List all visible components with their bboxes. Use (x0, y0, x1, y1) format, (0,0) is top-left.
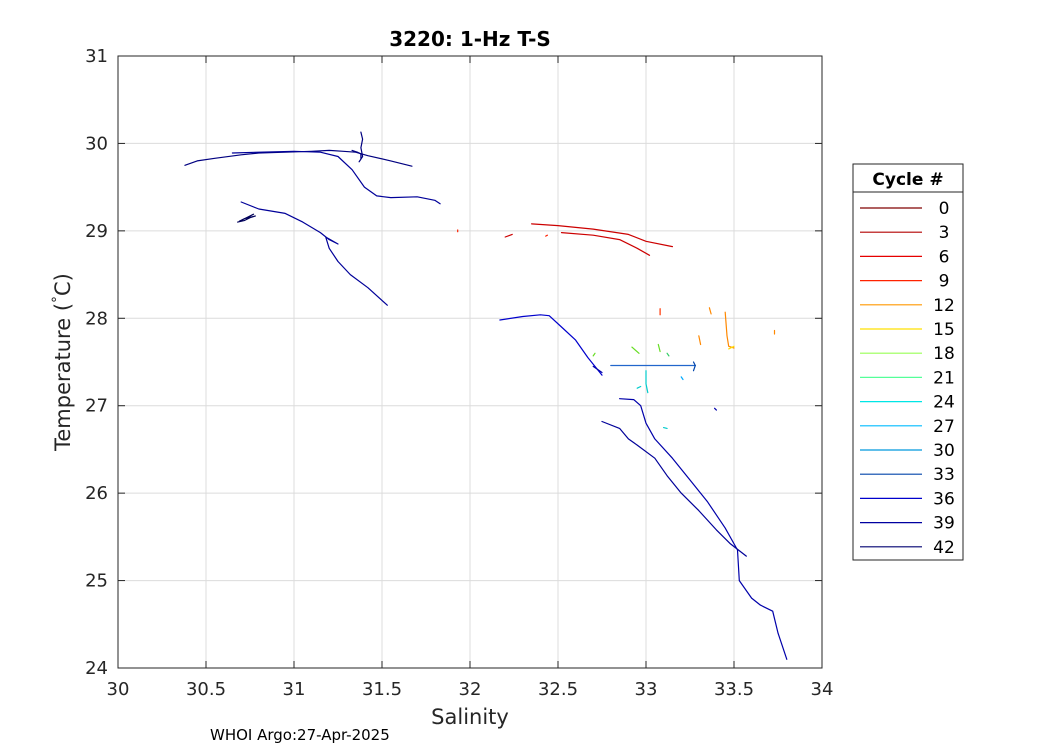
legend-title: Cycle # (872, 170, 943, 190)
y-tick-label: 27 (85, 396, 108, 417)
series-line-12 (698, 335, 702, 346)
x-tick-label: 32 (459, 679, 482, 700)
x-tick-label: 30.5 (186, 679, 226, 700)
y-tick-label: 25 (85, 571, 108, 592)
x-tick-label: 32.5 (538, 679, 578, 700)
legend-label-21: 21 (933, 368, 955, 388)
axes: 30 30.5 31 31.5 32 32.5 33 33.5 34 24 25 26 27 28 29 30… (85, 46, 833, 700)
series-line-6 (560, 232, 651, 256)
x-tick-label: 31 (283, 679, 306, 700)
legend-label-3: 3 (939, 223, 950, 243)
series-line-15 (728, 345, 735, 350)
series-line-17 (657, 343, 661, 353)
legend-label-24: 24 (933, 393, 955, 413)
series-line-11 (708, 307, 712, 315)
data-series (184, 131, 788, 660)
legend-label-18: 18 (933, 344, 955, 364)
x-tick-label: 33.5 (714, 679, 754, 700)
x-axis-label: Salinity (431, 705, 509, 729)
y-tick-label: 30 (85, 133, 108, 154)
series-line-22 (662, 427, 668, 429)
y-axis-label-unit: C) (51, 273, 75, 296)
legend-box (852, 163, 964, 561)
x-tick-label: 30 (107, 679, 130, 700)
y-tick-label: 28 (85, 308, 108, 329)
series-line-16 (631, 346, 640, 354)
y-tick-label: 24 (85, 658, 108, 679)
series-line-30 (713, 407, 718, 411)
y-axis-label-main: Temperature ( (51, 303, 75, 452)
y-axis-label: Temperature (°C) (50, 273, 75, 452)
series-line-28 (618, 398, 788, 660)
series-line-23 (680, 376, 684, 381)
legend-label-0: 0 (939, 199, 950, 219)
legend-label-33: 33 (933, 465, 955, 485)
x-tick-label: 31.5 (362, 679, 402, 700)
legend-label-15: 15 (933, 320, 955, 340)
y-tick-label: 26 (85, 483, 108, 504)
y-axis-label-degree: ° (50, 296, 66, 303)
legend-label-9: 9 (939, 272, 950, 292)
x-tick-label: 33 (635, 679, 658, 700)
series-line-5 (530, 223, 674, 248)
series-line-9 (545, 234, 549, 237)
legend-label-27: 27 (933, 417, 955, 437)
series-line-3 (240, 201, 388, 306)
legend-label-42: 42 (933, 538, 955, 558)
legend-label-6: 6 (939, 247, 950, 267)
y-tick-label: 29 (85, 221, 108, 242)
legend-label-39: 39 (933, 514, 955, 534)
series-line-18 (592, 352, 596, 357)
series-line-1 (351, 131, 364, 163)
legend-label-36: 36 (933, 489, 955, 509)
y-tick-label: 31 (85, 46, 108, 67)
legend-label-30: 30 (933, 441, 955, 461)
x-tick-label: 34 (811, 679, 834, 700)
series-line-26 (499, 314, 603, 376)
series-line-25 (692, 361, 696, 372)
series-line-27 (592, 365, 603, 374)
series-line-4 (237, 213, 256, 223)
series-line-2 (231, 150, 441, 205)
footer-note: WHOI Argo:27-Apr-2025 (210, 726, 390, 744)
series-line-29 (601, 420, 747, 557)
series-line-19 (666, 352, 670, 357)
chart-title: 3220: 1-Hz T-S (389, 27, 551, 51)
legend-label-12: 12 (933, 296, 955, 316)
series-line-20 (645, 370, 649, 394)
series-line-21 (636, 385, 642, 389)
series-line-7 (504, 233, 513, 238)
